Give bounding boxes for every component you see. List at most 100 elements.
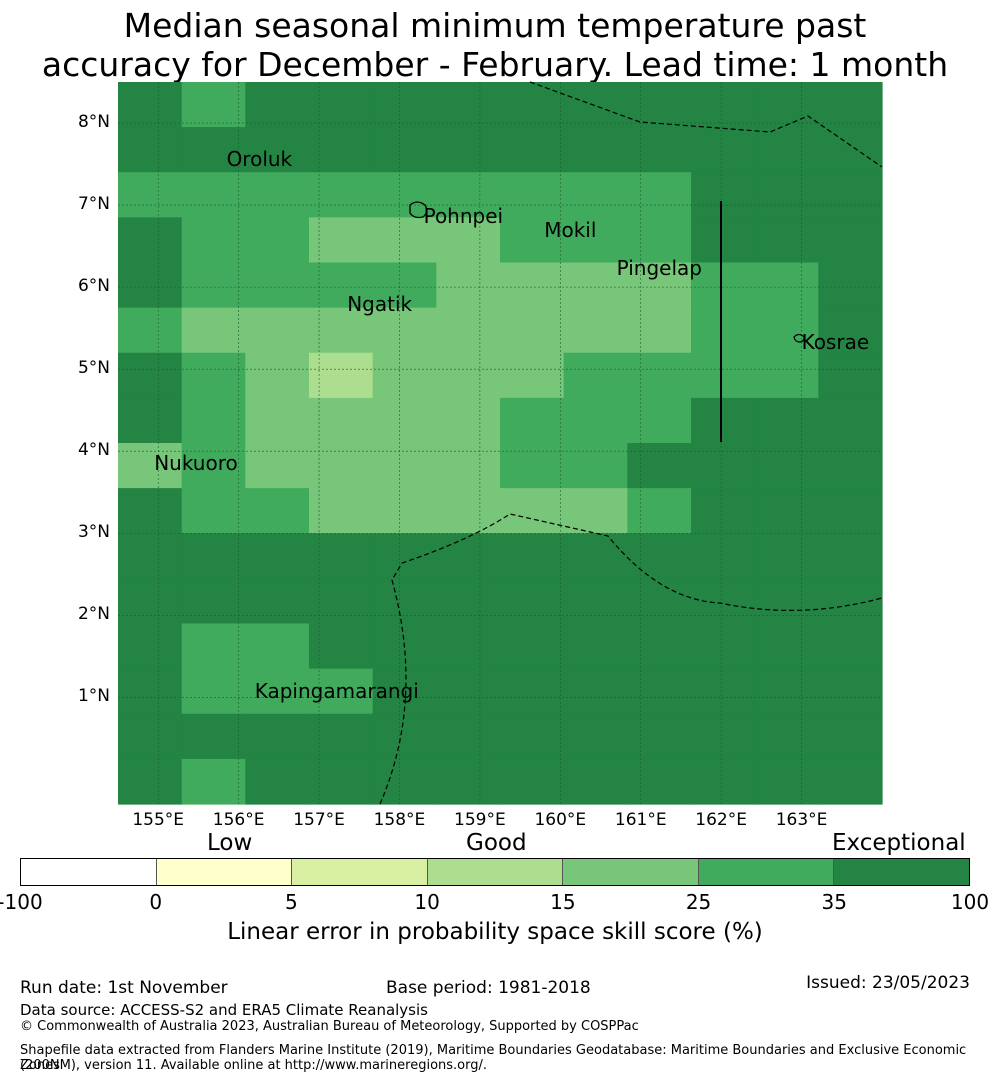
grid-cell bbox=[309, 533, 374, 579]
grid-cell bbox=[118, 172, 183, 218]
grid-cell bbox=[754, 713, 819, 760]
grid-cell bbox=[754, 488, 819, 534]
colorbar-tick-label: -100 bbox=[0, 890, 43, 914]
grid-cell bbox=[118, 262, 183, 309]
grid-cell bbox=[372, 443, 437, 489]
grid-cell bbox=[181, 533, 246, 579]
grid-cell bbox=[181, 307, 246, 354]
grid-cell bbox=[118, 578, 183, 625]
lat-tick-label: 5°N bbox=[77, 358, 110, 379]
grid-cell bbox=[181, 713, 246, 760]
lon-tick-label: 159°E bbox=[454, 810, 506, 830]
grid-cell bbox=[818, 262, 883, 309]
grid-cell bbox=[181, 443, 246, 489]
grid-cell bbox=[245, 172, 310, 218]
colorbar-segment bbox=[21, 859, 157, 885]
place-label-nukuoro: Nukuoro bbox=[154, 450, 238, 475]
grid-cell bbox=[754, 172, 819, 218]
grid-cell bbox=[372, 578, 437, 625]
grid-cell bbox=[436, 217, 501, 264]
grid-cell bbox=[500, 397, 565, 444]
grid-cell bbox=[500, 713, 565, 760]
grid-cell bbox=[818, 82, 883, 128]
colorbar-segment bbox=[698, 859, 835, 885]
grid-cell bbox=[309, 668, 374, 715]
lon-tick-label: 157°E bbox=[293, 810, 345, 830]
grid-cell bbox=[436, 578, 501, 625]
grid-cell bbox=[245, 668, 310, 715]
grid-cell bbox=[436, 443, 501, 489]
grid-cell bbox=[500, 262, 565, 309]
grid-cell bbox=[500, 352, 565, 399]
grid-cell bbox=[500, 127, 565, 173]
grid-cell bbox=[627, 172, 692, 218]
lon-tick-label: 163°E bbox=[775, 810, 828, 830]
grid-cell bbox=[245, 443, 310, 489]
grid-cell bbox=[500, 668, 565, 715]
grid-cell bbox=[500, 172, 565, 218]
grid-cell bbox=[754, 307, 819, 354]
colorbar-tick-label: 25 bbox=[685, 890, 712, 914]
colorbar-segment bbox=[563, 859, 699, 885]
grid-cell bbox=[118, 352, 183, 399]
grid-cell bbox=[754, 623, 819, 670]
grid-cell bbox=[754, 262, 819, 309]
grid-cell bbox=[309, 262, 374, 309]
grid-cell bbox=[181, 397, 246, 444]
grid-cell bbox=[627, 758, 692, 805]
lat-tick-label: 1°N bbox=[77, 686, 110, 707]
grid-cell bbox=[691, 127, 756, 173]
grid-cell bbox=[627, 262, 692, 309]
grid-cell bbox=[627, 578, 692, 625]
grid-cell bbox=[309, 127, 374, 173]
grid-cell bbox=[627, 443, 692, 489]
grid-cell bbox=[563, 623, 628, 670]
grid-cell bbox=[181, 488, 246, 534]
grid-cell bbox=[372, 533, 437, 579]
place-label-oroluk: Oroluk bbox=[226, 146, 293, 171]
issued-date: Issued: 23/05/2023 bbox=[806, 973, 970, 993]
grid-cell bbox=[754, 533, 819, 579]
grid-cell bbox=[372, 758, 437, 805]
grid-cell bbox=[372, 262, 437, 309]
grid-cell bbox=[691, 172, 756, 218]
grid-cell bbox=[818, 352, 883, 399]
grid-cell bbox=[563, 668, 628, 715]
grid-cell bbox=[118, 443, 183, 489]
grid-cell bbox=[245, 217, 310, 264]
grid-cell bbox=[627, 533, 692, 579]
grid-cell bbox=[563, 713, 628, 760]
maritime-boundaries bbox=[379, 81, 883, 805]
grid-cell bbox=[436, 623, 501, 670]
grid-cell bbox=[691, 533, 756, 579]
place-label-pingelap: Pingelap bbox=[616, 256, 702, 281]
grid-cell bbox=[118, 82, 183, 128]
grid-cell bbox=[563, 758, 628, 805]
grid-cell bbox=[309, 172, 374, 218]
lon-tick-label: 156°E bbox=[212, 810, 265, 830]
grid-cell bbox=[181, 127, 246, 173]
grid-cell bbox=[627, 307, 692, 354]
colorbar-tick-label: 10 bbox=[414, 890, 440, 914]
grid-cell bbox=[309, 307, 374, 354]
grid-cell bbox=[309, 623, 374, 670]
grid-cell bbox=[691, 713, 756, 760]
grid-cell bbox=[245, 352, 310, 399]
grid-cell bbox=[563, 352, 628, 399]
grid-cell bbox=[118, 623, 183, 670]
skill-grid bbox=[118, 82, 883, 805]
grid-cell bbox=[754, 758, 819, 805]
run-date: Run date: 1st November bbox=[20, 978, 228, 998]
grid-cell bbox=[818, 713, 883, 760]
grid-cell bbox=[691, 443, 756, 489]
chart-title-line1: Median seasonal minimum temperature past bbox=[123, 6, 867, 45]
grid-cell bbox=[818, 217, 883, 264]
grid-cell bbox=[563, 217, 628, 264]
grid-cell bbox=[818, 307, 883, 354]
grid-cell bbox=[563, 307, 628, 354]
grid-cell bbox=[245, 307, 310, 354]
grid-cell bbox=[818, 397, 883, 444]
grid-cell bbox=[436, 127, 501, 173]
grid-cell bbox=[818, 127, 883, 173]
place-label-pohnpei: Pohnpei bbox=[423, 204, 504, 229]
